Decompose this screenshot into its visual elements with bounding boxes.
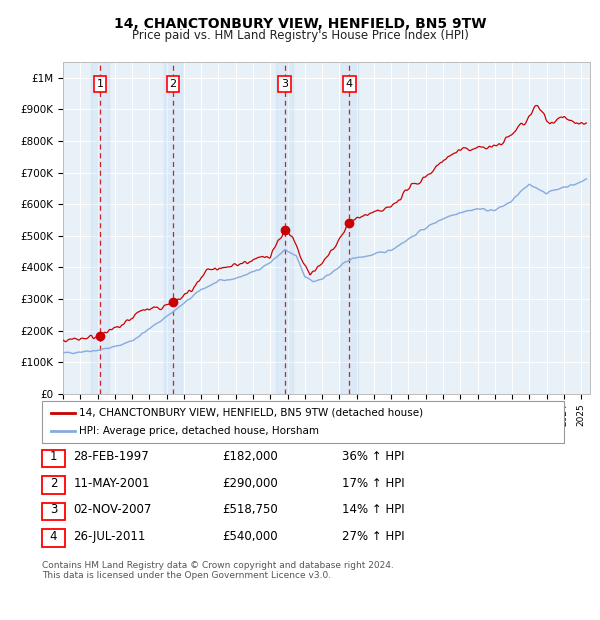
Text: 02-NOV-2007: 02-NOV-2007 — [73, 503, 152, 516]
Text: 3: 3 — [281, 79, 288, 89]
Bar — [276, 62, 293, 394]
Text: £518,750: £518,750 — [222, 503, 278, 516]
Text: 14% ↑ HPI: 14% ↑ HPI — [342, 503, 404, 516]
Text: Contains HM Land Registry data © Crown copyright and database right 2024.
This d: Contains HM Land Registry data © Crown c… — [42, 561, 394, 580]
Bar — [91, 62, 109, 394]
Text: 3: 3 — [50, 503, 57, 516]
Text: HPI: Average price, detached house, Horsham: HPI: Average price, detached house, Hors… — [79, 427, 319, 436]
Text: 14, CHANCTONBURY VIEW, HENFIELD, BN5 9TW (detached house): 14, CHANCTONBURY VIEW, HENFIELD, BN5 9TW… — [79, 408, 424, 418]
Text: 26-JUL-2011: 26-JUL-2011 — [73, 530, 146, 543]
Text: 36% ↑ HPI: 36% ↑ HPI — [342, 450, 404, 463]
Text: 14, CHANCTONBURY VIEW, HENFIELD, BN5 9TW: 14, CHANCTONBURY VIEW, HENFIELD, BN5 9TW — [114, 17, 486, 32]
Text: 17% ↑ HPI: 17% ↑ HPI — [342, 477, 404, 490]
Text: £290,000: £290,000 — [222, 477, 278, 490]
Bar — [341, 62, 358, 394]
Text: 27% ↑ HPI: 27% ↑ HPI — [342, 530, 404, 543]
Text: 4: 4 — [346, 79, 353, 89]
Text: 1: 1 — [97, 79, 104, 89]
Text: 28-FEB-1997: 28-FEB-1997 — [73, 450, 149, 463]
Text: £540,000: £540,000 — [222, 530, 278, 543]
Text: 4: 4 — [50, 530, 57, 543]
Text: Price paid vs. HM Land Registry's House Price Index (HPI): Price paid vs. HM Land Registry's House … — [131, 29, 469, 42]
Text: 2: 2 — [169, 79, 176, 89]
Bar — [164, 62, 182, 394]
Text: £182,000: £182,000 — [222, 450, 278, 463]
Text: 11-MAY-2001: 11-MAY-2001 — [73, 477, 150, 490]
Text: 2: 2 — [50, 477, 57, 490]
Text: 1: 1 — [50, 450, 57, 463]
